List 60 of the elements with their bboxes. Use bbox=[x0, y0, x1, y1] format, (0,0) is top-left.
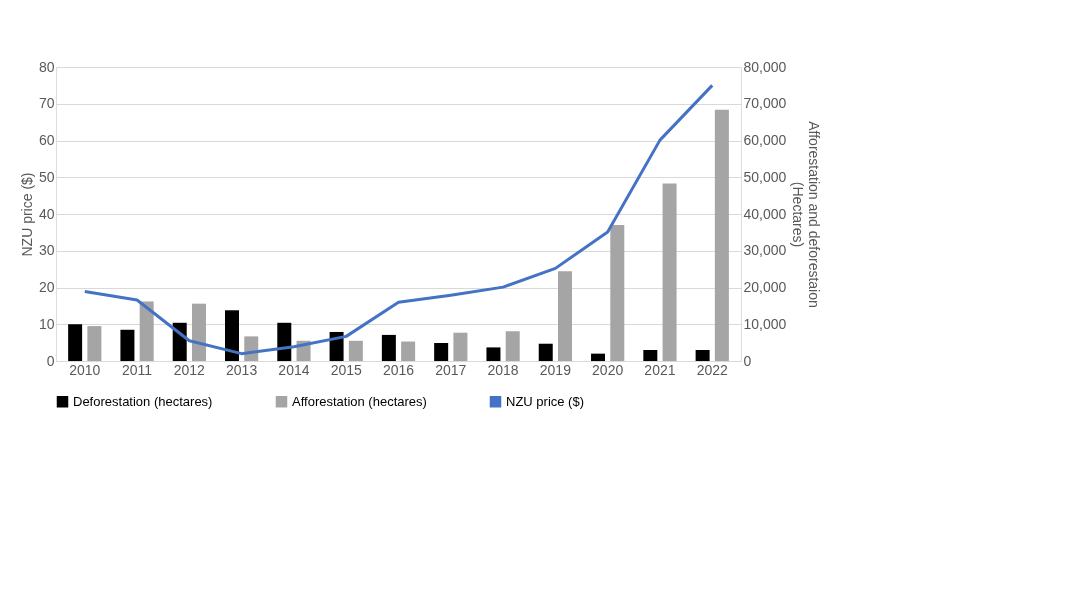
y-tick-label: 70 bbox=[38, 95, 55, 112]
bar bbox=[348, 340, 363, 361]
bar bbox=[401, 341, 416, 361]
y2-tick-label: 20,000 bbox=[743, 279, 787, 295]
x-tick-label: 2018 bbox=[487, 361, 519, 378]
y-tick-label: 60 bbox=[38, 132, 55, 148]
y2-axis-title: Afforestation and deforestaion (Hectares) bbox=[790, 121, 823, 308]
x-tick-label: 2010 bbox=[69, 361, 101, 378]
x-tick-label: 2017 bbox=[435, 361, 467, 378]
x-tick-label: 2021 bbox=[644, 361, 676, 378]
y2-tick-label: 30,000 bbox=[743, 242, 787, 259]
y-tick-label: 20 bbox=[38, 279, 55, 295]
bar bbox=[87, 326, 102, 361]
x-tick-label: 2022 bbox=[696, 361, 729, 378]
y-tick-label: 0 bbox=[46, 352, 55, 369]
x-tick-label: 2011 bbox=[121, 361, 153, 378]
bar bbox=[277, 322, 292, 361]
bar bbox=[610, 225, 625, 361]
x-tick-label: 2015 bbox=[330, 361, 362, 378]
y2-tick-label: 10,000 bbox=[743, 315, 787, 332]
bar bbox=[662, 183, 677, 361]
y-axis-title: NZU price ($) bbox=[18, 172, 35, 257]
x-tick-label: 2020 bbox=[592, 361, 624, 378]
bar bbox=[381, 334, 396, 361]
bar bbox=[486, 347, 501, 361]
y2-tick-label: 50,000 bbox=[743, 168, 787, 185]
x-tick-label: 2016 bbox=[382, 361, 415, 378]
bar bbox=[505, 331, 520, 361]
line-series bbox=[83, 83, 714, 356]
y2-tick-label: 60,000 bbox=[743, 132, 787, 148]
bar bbox=[68, 324, 83, 361]
y-tick-label: 40 bbox=[38, 205, 55, 222]
y-tick-label: 10 bbox=[38, 315, 55, 332]
y-tick-label: 30 bbox=[38, 242, 55, 259]
x-tick-label: 2014 bbox=[278, 361, 310, 378]
bar bbox=[643, 349, 658, 361]
bar bbox=[191, 303, 206, 361]
bar bbox=[591, 353, 606, 361]
x-tick-label: 2012 bbox=[173, 361, 206, 378]
x-tick-label: 2013 bbox=[226, 361, 258, 378]
bar bbox=[139, 301, 154, 361]
legend-label: Afforestation (hectares) bbox=[292, 393, 427, 409]
bar bbox=[714, 109, 729, 361]
bar bbox=[538, 343, 553, 361]
legend-label: Deforestation (hectares) bbox=[73, 393, 213, 409]
y2-tick-label: 40,000 bbox=[743, 205, 787, 222]
y2-tick-label: 0 bbox=[743, 352, 752, 369]
x-tick-label: 2019 bbox=[539, 361, 572, 378]
bar bbox=[453, 332, 468, 361]
bar bbox=[558, 271, 572, 361]
bar bbox=[225, 310, 239, 361]
bar bbox=[329, 331, 344, 361]
bar bbox=[434, 342, 449, 361]
legend-label: NZU price ($) bbox=[506, 393, 585, 409]
y2-tick-label: 70,000 bbox=[743, 95, 787, 112]
y-tick-label: 80 bbox=[38, 58, 55, 75]
y-tick-label: 50 bbox=[38, 168, 55, 185]
bar bbox=[120, 329, 135, 361]
bar bbox=[695, 349, 710, 361]
y2-tick-label: 80,000 bbox=[743, 58, 787, 75]
